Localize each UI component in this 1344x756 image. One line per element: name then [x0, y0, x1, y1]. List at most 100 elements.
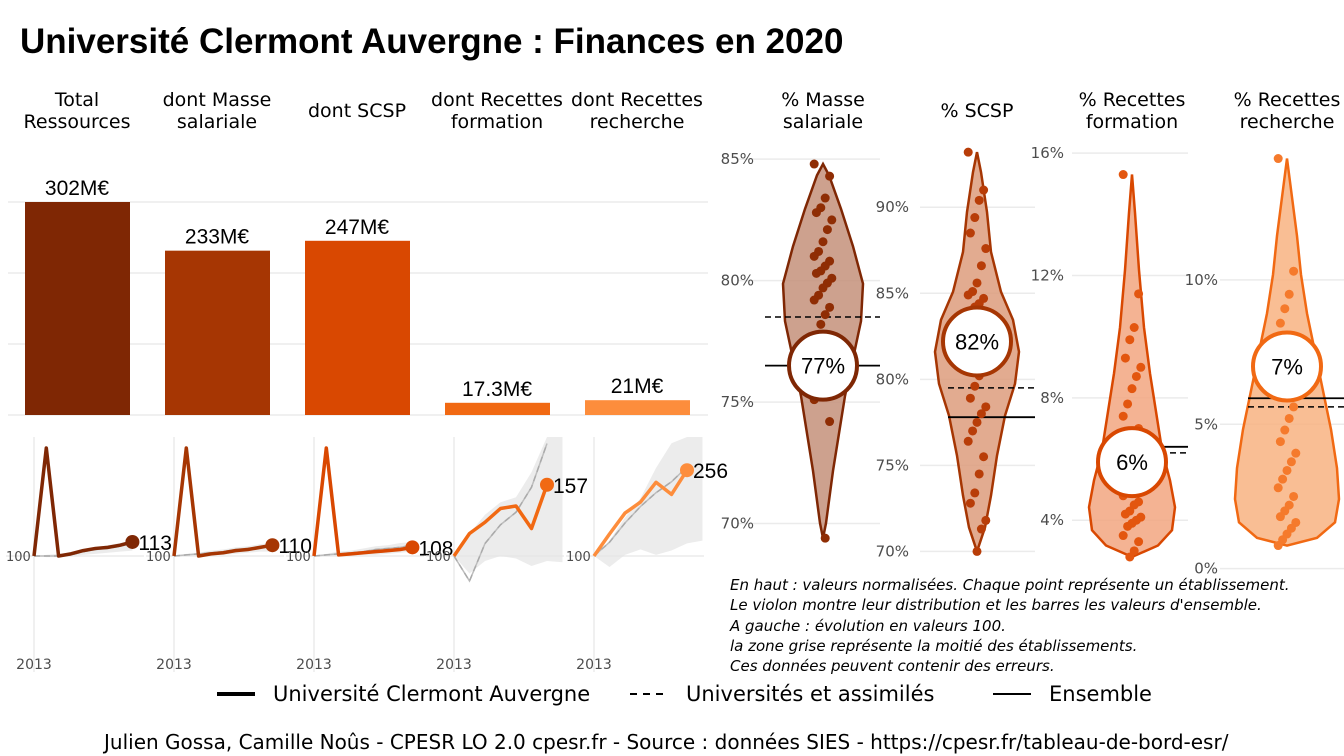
establishment-point [1282, 465, 1292, 475]
university-value-label: 7% [1271, 354, 1303, 379]
university-line [452, 484, 549, 557]
establishment-point [1118, 411, 1128, 421]
violin-panel: % SCSP 90% 85% 80% 75% 70% 82% [876, 100, 1035, 560]
establishment-point [1134, 537, 1144, 547]
start-value-label: 100 [6, 550, 31, 565]
establishment-point [1134, 289, 1144, 299]
university-value-marker [941, 305, 1013, 378]
bar [165, 250, 270, 415]
establishment-point [1118, 531, 1128, 541]
y-tick-label: 12% [1031, 266, 1064, 284]
end-point [680, 463, 694, 478]
legend-entry-ensemble: Ensemble [993, 678, 1152, 710]
note-line: la zone grise représente la moitié des é… [730, 636, 1138, 655]
bar-value-label: 21M€ [611, 375, 664, 398]
establishment-point [1289, 266, 1299, 276]
bar-value-label: 247M€ [325, 216, 390, 239]
violin-title: % Masse [781, 89, 865, 111]
legend-swatch-solid-thin [993, 693, 1031, 695]
establishment-point [1131, 371, 1141, 381]
y-tick-label: 0% [1194, 560, 1218, 578]
start-value-label: 100 [146, 550, 171, 565]
violin-title: % Recettes [1234, 89, 1341, 111]
bar-category-label: Ressources [24, 111, 131, 133]
establishment-point [809, 251, 819, 261]
end-point [540, 477, 554, 492]
x-tick-label: 2013 [576, 657, 612, 673]
y-tick-label: 4% [1040, 511, 1064, 529]
establishment-point [1120, 353, 1130, 363]
bar-category-label: recherche [590, 111, 685, 133]
bar [445, 402, 550, 415]
establishment-point [976, 524, 986, 534]
legend-label: Universités et assimilés [686, 682, 935, 706]
legend-swatch-solid-thick [217, 692, 255, 696]
y-tick-label: 75% [721, 393, 754, 411]
violin-title: % Recettes [1079, 89, 1186, 111]
end-value-label: 157 [553, 475, 588, 498]
establishment-point [1284, 289, 1294, 299]
establishment-point [974, 195, 984, 205]
bar-category-label: dont Recettes [431, 89, 563, 111]
y-tick-label: 85% [721, 150, 754, 168]
establishment-point [820, 533, 830, 543]
y-tick-label: 5% [1194, 415, 1218, 433]
page-title: Université Clermont Auvergne : Finances … [20, 22, 844, 61]
university-value-label: 6% [1116, 450, 1148, 475]
establishment-point [1289, 402, 1299, 412]
establishment-point [820, 310, 830, 320]
establishment-point [1280, 304, 1290, 314]
legend-entry-universites: Universités et assimilés [630, 678, 934, 710]
establishment-point [818, 237, 828, 247]
establishment-point [1273, 154, 1283, 164]
y-tick-label: 70% [721, 515, 754, 533]
establishment-point [1275, 437, 1285, 447]
establishment-point [809, 295, 819, 305]
establishment-point [972, 417, 982, 427]
bar [305, 240, 410, 415]
end-point [125, 534, 140, 549]
end-value-label: 256 [693, 460, 728, 483]
x-tick-label: 2013 [156, 657, 192, 673]
establishment-point [1129, 322, 1139, 332]
establishment-point [981, 402, 991, 412]
start-value-label: 100 [426, 550, 451, 565]
end-value-label: 113 [138, 532, 171, 555]
establishment-point [1125, 552, 1135, 562]
y-tick-label: 90% [876, 198, 909, 216]
end-point [405, 540, 420, 555]
establishment-point [1278, 474, 1288, 484]
y-tick-label: 80% [876, 370, 909, 388]
university-value-marker [1096, 426, 1168, 499]
establishment-point [981, 244, 991, 254]
establishment-point [965, 228, 975, 238]
establishment-point [979, 185, 989, 195]
bar-value-label: 302M€ [45, 177, 110, 200]
bar-category-label: dont Recettes [571, 89, 703, 111]
establishment-point [825, 302, 835, 312]
establishment-point [1127, 384, 1137, 394]
legend-label: Ensemble [1049, 682, 1152, 706]
x-tick-label: 2013 [296, 657, 332, 673]
x-tick-label: 2013 [436, 657, 472, 673]
legend-label: Université Clermont Auvergne [273, 682, 591, 706]
line-panel: 256 100 2013 [566, 437, 728, 673]
establishment-point [1118, 170, 1128, 180]
establishment-point [809, 159, 819, 169]
establishment-point [825, 171, 835, 181]
establishment-point [963, 436, 973, 446]
establishment-point [1120, 509, 1130, 519]
bar-category-label: formation [451, 111, 543, 133]
establishment-point [811, 268, 821, 278]
note-line: Ces données peuvent contenir des erreurs… [730, 657, 1055, 676]
start-value-label: 100 [566, 550, 591, 565]
establishment-point [974, 469, 984, 479]
university-value-marker [787, 329, 859, 402]
establishment-point [976, 261, 986, 271]
establishment-point [979, 452, 989, 462]
universites-line [453, 443, 548, 583]
bar-category-label: Total [54, 89, 99, 111]
